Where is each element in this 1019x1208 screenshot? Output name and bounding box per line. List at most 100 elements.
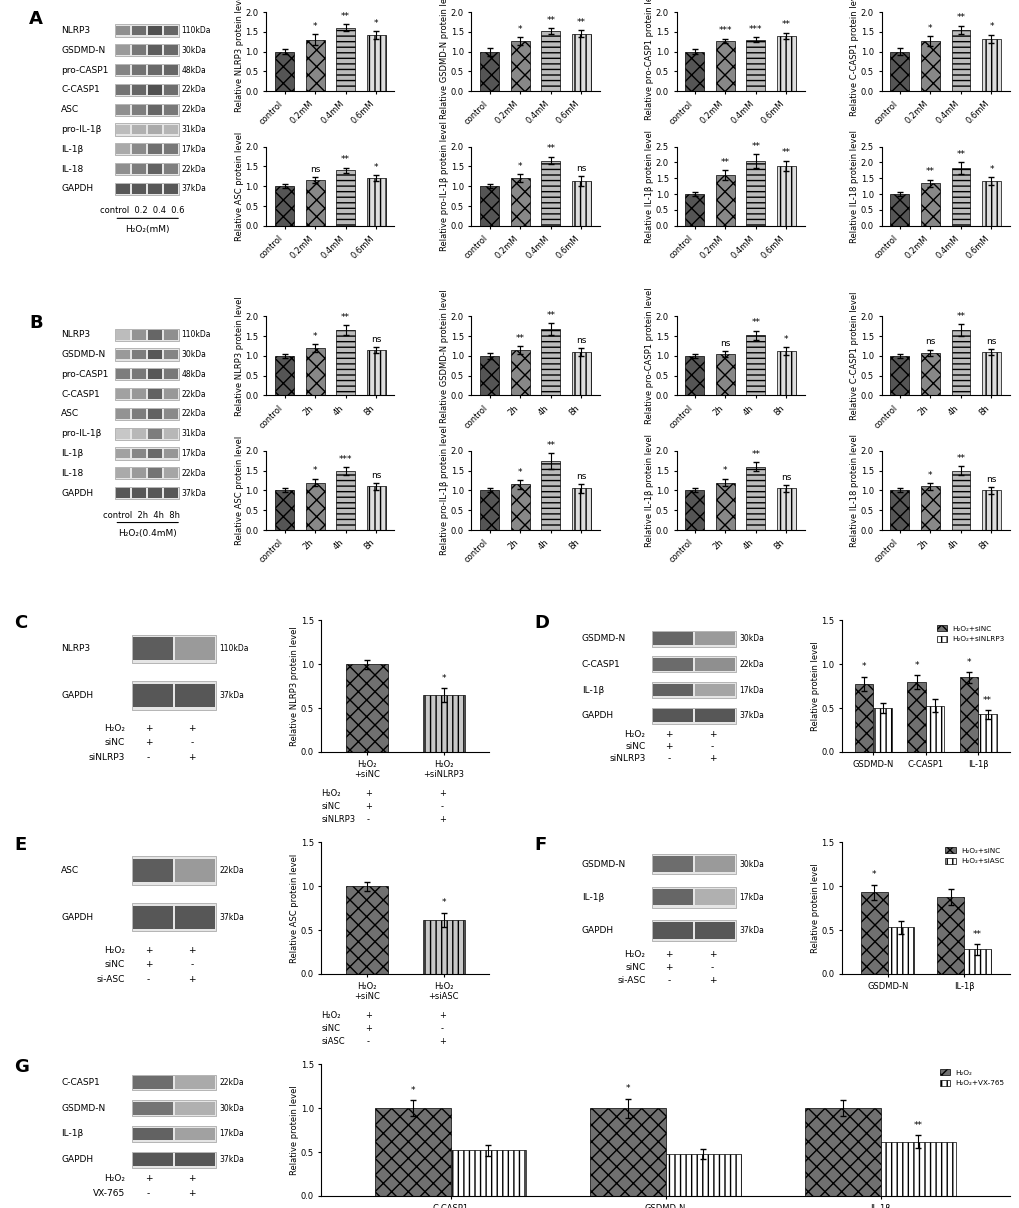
Text: **: ** — [751, 141, 759, 151]
Text: **: ** — [751, 449, 759, 459]
Text: -: - — [367, 1038, 370, 1046]
Text: ***: *** — [718, 27, 732, 35]
Text: -: - — [440, 1024, 443, 1033]
Text: 31kDa: 31kDa — [181, 126, 206, 134]
Bar — [306, 482, 324, 530]
Text: 22kDa: 22kDa — [181, 410, 206, 418]
Bar — [131, 469, 147, 478]
Text: +: + — [664, 731, 673, 739]
Text: +: + — [365, 802, 372, 811]
Legend: H₂O₂+siNC, H₂O₂+siNLRP3: H₂O₂+siNC, H₂O₂+siNLRP3 — [934, 625, 1005, 644]
Bar — [652, 889, 693, 906]
Bar — [480, 52, 498, 92]
Bar — [148, 389, 162, 399]
Bar — [685, 194, 703, 226]
Bar — [131, 902, 215, 931]
Bar — [148, 448, 162, 458]
Bar — [174, 859, 215, 882]
Bar — [131, 370, 147, 379]
Text: siNC: siNC — [321, 1024, 340, 1033]
Text: *: * — [988, 23, 993, 31]
Bar — [275, 186, 293, 226]
Text: **: ** — [982, 696, 991, 704]
Bar — [951, 30, 969, 92]
Text: *: * — [313, 466, 317, 476]
Bar — [174, 638, 215, 661]
Text: +: + — [145, 1174, 152, 1184]
Text: IL-1β: IL-1β — [61, 449, 84, 458]
Text: 30kDa: 30kDa — [739, 634, 763, 643]
Bar — [148, 429, 162, 439]
Bar — [164, 65, 178, 75]
Text: ns: ns — [371, 335, 381, 343]
Text: +: + — [365, 1011, 372, 1020]
Text: ns: ns — [985, 337, 996, 345]
Text: *: * — [313, 332, 317, 341]
Bar — [131, 681, 215, 709]
Text: siASC: siASC — [321, 1038, 344, 1046]
Text: **: ** — [340, 313, 350, 323]
Bar — [920, 487, 938, 530]
Bar — [694, 632, 735, 645]
Text: 37kDa: 37kDa — [219, 691, 244, 699]
Bar — [652, 922, 693, 939]
Text: VX-765: VX-765 — [93, 1189, 125, 1198]
Bar — [131, 46, 147, 56]
Text: 48kDa: 48kDa — [181, 370, 206, 379]
Text: +: + — [438, 789, 445, 797]
Y-axis label: Relative ASC protein level: Relative ASC protein level — [290, 854, 299, 963]
Bar — [694, 922, 735, 939]
Text: **: ** — [956, 454, 965, 463]
Bar — [480, 356, 498, 395]
Bar — [651, 887, 736, 907]
Text: 17kDa: 17kDa — [181, 145, 206, 153]
Bar — [275, 490, 293, 530]
Text: siNC: siNC — [625, 742, 645, 751]
Bar — [480, 490, 498, 530]
Text: *: * — [871, 870, 875, 879]
Text: F: F — [534, 836, 546, 854]
Bar — [887, 928, 913, 974]
Bar — [115, 65, 130, 75]
Bar — [164, 370, 178, 379]
Bar — [164, 469, 178, 478]
Bar — [132, 638, 172, 661]
Text: 30kDa: 30kDa — [219, 1104, 244, 1113]
Bar — [131, 65, 147, 75]
Bar — [148, 184, 162, 193]
Bar — [590, 1108, 665, 1196]
Bar — [164, 145, 178, 155]
Text: **: ** — [576, 18, 585, 27]
Bar — [132, 1076, 172, 1088]
Text: 22kDa: 22kDa — [181, 105, 206, 115]
Text: +: + — [189, 1174, 196, 1184]
Bar — [164, 410, 178, 419]
Bar — [652, 709, 693, 722]
Text: ns: ns — [576, 471, 586, 481]
Text: **: ** — [956, 13, 965, 23]
Text: H₂O₂: H₂O₂ — [104, 946, 125, 954]
Text: IL-1β: IL-1β — [61, 1129, 84, 1138]
Text: GAPDH: GAPDH — [581, 712, 613, 720]
Text: C-CASP1: C-CASP1 — [61, 1078, 100, 1087]
Text: 22kDa: 22kDa — [181, 164, 206, 174]
Bar — [652, 856, 693, 872]
Bar — [367, 350, 385, 395]
Bar — [115, 370, 130, 379]
Bar — [148, 85, 162, 95]
Text: **: ** — [913, 1121, 922, 1131]
Text: +: + — [438, 1038, 445, 1046]
Text: *: * — [518, 162, 522, 172]
Bar — [131, 410, 147, 419]
Text: +: + — [145, 946, 152, 954]
Bar — [936, 896, 963, 974]
Y-axis label: Relative pro-IL-1β protein level: Relative pro-IL-1β protein level — [440, 425, 448, 556]
Text: ns: ns — [985, 475, 996, 484]
Bar — [422, 695, 464, 751]
Text: +: + — [438, 1011, 445, 1020]
Text: *: * — [861, 662, 865, 672]
Bar — [115, 349, 130, 360]
Text: +: + — [189, 975, 196, 983]
Bar — [131, 105, 147, 115]
Text: -: - — [367, 815, 370, 824]
